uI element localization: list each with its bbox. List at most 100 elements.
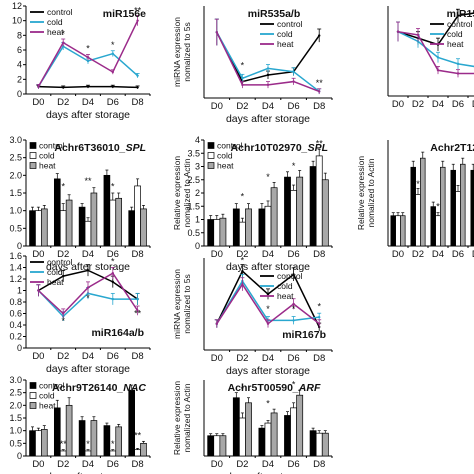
data-point	[266, 73, 270, 77]
panel-title: miR159	[447, 8, 474, 20]
data-point	[396, 30, 400, 33]
bar	[239, 221, 246, 247]
data-point	[292, 302, 295, 306]
data-point	[62, 312, 65, 315]
data-point	[215, 322, 218, 325]
bar	[460, 163, 466, 247]
legend-swatch	[207, 152, 215, 159]
x-tick-label: D2	[236, 249, 248, 260]
y-tick-label: 4	[195, 135, 200, 145]
data-point	[292, 80, 295, 83]
bar	[315, 155, 323, 247]
bar	[78, 206, 86, 247]
x-tick-label: D8	[472, 249, 474, 260]
significance-star: **	[60, 439, 68, 449]
x-tick-label: D4	[82, 351, 94, 362]
bar	[213, 219, 221, 247]
significance-star: *	[292, 380, 296, 390]
legend-label: cold	[39, 391, 55, 401]
data-point	[292, 273, 295, 276]
x-tick-label: D8	[132, 351, 144, 362]
legend-label: cold	[447, 29, 463, 39]
significance-star: **	[316, 78, 324, 88]
legend-label: heat	[47, 27, 64, 37]
bar	[115, 197, 123, 247]
data-point	[62, 86, 65, 89]
legend-swatch	[207, 162, 215, 169]
legend-label: heat	[277, 291, 294, 301]
panel-p3: D0 D2 D4 D6 D8 miR159controlcoldheat	[387, 6, 474, 110]
x-tick-label: D6	[107, 459, 119, 470]
series-heat	[41, 187, 147, 247]
bar	[109, 199, 117, 247]
significance-star: *	[241, 60, 245, 70]
bar	[29, 430, 36, 457]
panel-title: Achr6T36010_SPL	[54, 142, 146, 154]
data-point	[111, 280, 115, 284]
significance-star: *	[292, 161, 296, 171]
data-point	[136, 297, 139, 301]
x-tick-label: D4	[432, 249, 444, 260]
significance-star: *	[86, 43, 90, 53]
x-tick-label: D0	[211, 353, 223, 364]
significance-star: *	[86, 439, 90, 449]
x-tick-label: D0	[392, 249, 404, 260]
y-tick-label: 0.8	[9, 297, 22, 307]
bar	[390, 215, 396, 247]
significance-star: *	[111, 439, 115, 449]
bar	[59, 210, 67, 247]
bar	[29, 210, 36, 247]
series-heat	[214, 18, 322, 95]
significance-star: *	[266, 172, 270, 182]
bar	[435, 215, 441, 247]
data-point	[436, 69, 440, 72]
data-point	[266, 83, 270, 87]
data-point	[37, 289, 40, 292]
y-tick-label: 0	[17, 343, 22, 353]
x-tick-label: D4	[262, 353, 274, 364]
series-heat	[396, 21, 474, 78]
significance-star: *	[241, 192, 245, 202]
bar	[84, 450, 92, 457]
data-point	[62, 41, 65, 44]
bar	[65, 199, 73, 247]
x-axis-title: days after storage	[226, 261, 310, 273]
data-point	[241, 269, 244, 273]
data-point	[456, 14, 460, 17]
data-point	[318, 90, 321, 93]
series-control	[214, 18, 322, 86]
bar	[264, 205, 272, 247]
y-axis-title: miRNA expressionnomalized to 5s	[172, 269, 192, 339]
data-point	[436, 56, 440, 59]
x-tick-label: D2	[57, 249, 69, 260]
x-axis-title: days after storage	[46, 471, 130, 474]
x-tick-label: D2	[236, 101, 248, 112]
bar	[420, 157, 426, 247]
x-tick-label: D0	[32, 249, 44, 260]
x-axis-title: days after storage	[46, 109, 130, 121]
y-tick-label: 2	[195, 188, 200, 198]
legend-label: control	[39, 141, 65, 151]
x-axis-title: days after storage	[46, 363, 130, 375]
data-point	[318, 322, 321, 325]
bar	[455, 191, 461, 247]
x-tick-label: D8	[132, 249, 144, 260]
bar	[84, 220, 92, 247]
x-tick-label: D0	[211, 249, 223, 260]
panel-title: Achr10T02970_SPL	[231, 142, 328, 154]
y-tick-label: 6	[17, 45, 22, 55]
legend-swatch	[29, 142, 37, 149]
legend-label: cold	[39, 151, 55, 161]
legend-label: heat	[447, 39, 464, 49]
data-point	[292, 319, 295, 322]
x-tick-label: D0	[32, 459, 44, 470]
significance-star: **	[134, 308, 142, 318]
series-line-cold	[397, 31, 474, 68]
data-point	[86, 56, 90, 59]
series-control	[207, 160, 317, 247]
x-tick-label: D4	[432, 99, 444, 110]
bar	[213, 435, 221, 457]
